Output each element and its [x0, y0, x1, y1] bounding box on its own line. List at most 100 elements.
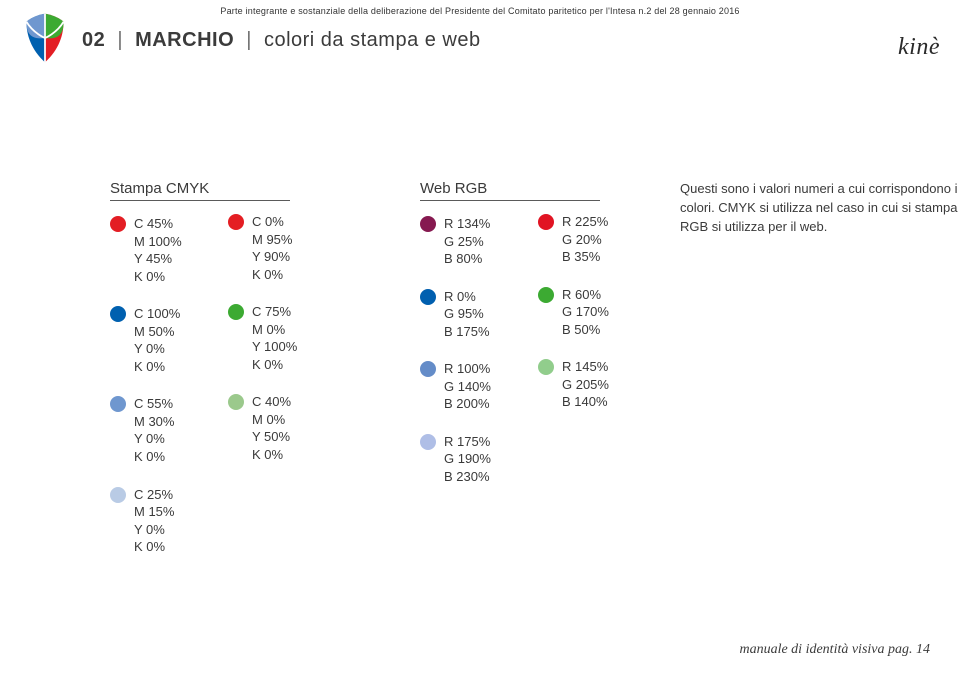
cmyk-values: C 45% M 100% Y 45% K 0%: [134, 215, 182, 285]
color-dot-icon: [420, 216, 436, 232]
m-value: M 0%: [252, 321, 297, 339]
r-value: R 134%: [444, 215, 490, 233]
y-value: Y 0%: [134, 521, 174, 539]
b-value: B 140%: [562, 393, 609, 411]
m-value: M 50%: [134, 323, 180, 341]
swatch-row: C 0% M 95% Y 90% K 0%: [228, 213, 297, 283]
m-value: M 0%: [252, 411, 291, 429]
m-value: M 95%: [252, 231, 292, 249]
g-value: G 170%: [562, 303, 609, 321]
breadcrumb-sep-2: |: [246, 29, 252, 51]
rgb-values: R 145% G 205% B 140%: [562, 358, 609, 411]
color-dot-icon: [228, 214, 244, 230]
r-value: R 100%: [444, 360, 491, 378]
c-value: C 40%: [252, 393, 291, 411]
section-number: 02: [82, 29, 105, 51]
description-column: Questi sono i valori numeri a cui corris…: [680, 180, 960, 237]
b-value: B 35%: [562, 248, 608, 266]
y-value: Y 0%: [134, 340, 180, 358]
b-value: B 200%: [444, 395, 491, 413]
section-name: MARCHIO: [135, 29, 234, 51]
y-value: Y 90%: [252, 248, 292, 266]
b-value: B 175%: [444, 323, 490, 341]
r-value: R 60%: [562, 286, 609, 304]
rgb-values: R 225% G 20% B 35%: [562, 213, 608, 266]
rgb-column-2: R 225% G 20% B 35% R 60% G 170% B 50% R …: [538, 213, 609, 431]
m-value: M 100%: [134, 233, 182, 251]
cmyk-values: C 25% M 15% Y 0% K 0%: [134, 486, 174, 556]
cmyk-values: C 100% M 50% Y 0% K 0%: [134, 305, 180, 375]
page-root: Parte integrante e sostanziale della del…: [0, 0, 960, 678]
description-text: Questi sono i valori numeri a cui corris…: [680, 180, 960, 237]
c-value: C 75%: [252, 303, 297, 321]
k-value: K 0%: [134, 448, 174, 466]
cmyk-title: Stampa CMYK: [110, 180, 290, 201]
page-title: colori da stampa e web: [264, 29, 481, 51]
color-dot-icon: [228, 304, 244, 320]
r-value: R 225%: [562, 213, 608, 231]
rgb-title: Web RGB: [420, 180, 600, 201]
k-value: K 0%: [134, 538, 174, 556]
color-dot-icon: [110, 487, 126, 503]
g-value: G 190%: [444, 450, 491, 468]
g-value: G 95%: [444, 305, 490, 323]
color-dot-icon: [538, 287, 554, 303]
c-value: C 25%: [134, 486, 174, 504]
y-value: Y 0%: [134, 430, 174, 448]
m-value: M 15%: [134, 503, 174, 521]
swatch-row: R 175% G 190% B 230%: [420, 433, 600, 486]
color-dot-icon: [228, 394, 244, 410]
rgb-values: R 175% G 190% B 230%: [444, 433, 491, 486]
swatch-row: C 75% M 0% Y 100% K 0%: [228, 303, 297, 373]
page-header: 02 | MARCHIO | colori da stampa e web ki…: [0, 16, 960, 64]
color-dot-icon: [538, 359, 554, 375]
y-value: Y 45%: [134, 250, 182, 268]
k-value: K 0%: [134, 358, 180, 376]
k-value: K 0%: [252, 356, 297, 374]
page-footer: manuale di identità visiva pag. 14: [739, 642, 930, 658]
y-value: Y 100%: [252, 338, 297, 356]
cmyk-values: C 75% M 0% Y 100% K 0%: [252, 303, 297, 373]
y-value: Y 50%: [252, 428, 291, 446]
top-note: Parte integrante e sostanziale della del…: [0, 6, 960, 16]
cmyk-values: C 0% M 95% Y 90% K 0%: [252, 213, 292, 283]
color-dot-icon: [538, 214, 554, 230]
color-dot-icon: [110, 306, 126, 322]
swatch-row: R 145% G 205% B 140%: [538, 358, 609, 411]
g-value: G 205%: [562, 376, 609, 394]
logo-shield-icon: [16, 9, 74, 67]
cmyk-values: C 55% M 30% Y 0% K 0%: [134, 395, 174, 465]
k-value: K 0%: [252, 266, 292, 284]
g-value: G 25%: [444, 233, 490, 251]
g-value: G 20%: [562, 231, 608, 249]
rgb-values: R 100% G 140% B 200%: [444, 360, 491, 413]
cmyk-values: C 40% M 0% Y 50% K 0%: [252, 393, 291, 463]
m-value: M 30%: [134, 413, 174, 431]
b-value: B 230%: [444, 468, 491, 486]
r-value: R 0%: [444, 288, 490, 306]
k-value: K 0%: [252, 446, 291, 464]
swatch-row: C 40% M 0% Y 50% K 0%: [228, 393, 297, 463]
color-dot-icon: [110, 396, 126, 412]
r-value: R 175%: [444, 433, 491, 451]
rgb-values: R 0% G 95% B 175%: [444, 288, 490, 341]
g-value: G 140%: [444, 378, 491, 396]
c-value: C 100%: [134, 305, 180, 323]
color-dot-icon: [420, 434, 436, 450]
k-value: K 0%: [134, 268, 182, 286]
cmyk-column-2: C 0% M 95% Y 90% K 0% C 75% M 0% Y 100% …: [228, 213, 297, 484]
brand-wordmark: kinè: [898, 34, 940, 61]
swatch-row: R 60% G 170% B 50%: [538, 286, 609, 339]
b-value: B 50%: [562, 321, 609, 339]
breadcrumb-sep-1: |: [117, 29, 123, 51]
swatch-row: C 25% M 15% Y 0% K 0%: [110, 486, 290, 556]
color-dot-icon: [420, 361, 436, 377]
color-dot-icon: [110, 216, 126, 232]
swatch-row: R 225% G 20% B 35%: [538, 213, 609, 266]
b-value: B 80%: [444, 250, 490, 268]
c-value: C 45%: [134, 215, 182, 233]
c-value: C 55%: [134, 395, 174, 413]
rgb-values: R 134% G 25% B 80%: [444, 215, 490, 268]
breadcrumb: 02 | MARCHIO | colori da stampa e web: [82, 29, 481, 52]
color-dot-icon: [420, 289, 436, 305]
